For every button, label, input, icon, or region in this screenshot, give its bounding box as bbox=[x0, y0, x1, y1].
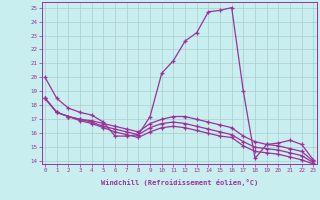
X-axis label: Windchill (Refroidissement éolien,°C): Windchill (Refroidissement éolien,°C) bbox=[100, 179, 258, 186]
